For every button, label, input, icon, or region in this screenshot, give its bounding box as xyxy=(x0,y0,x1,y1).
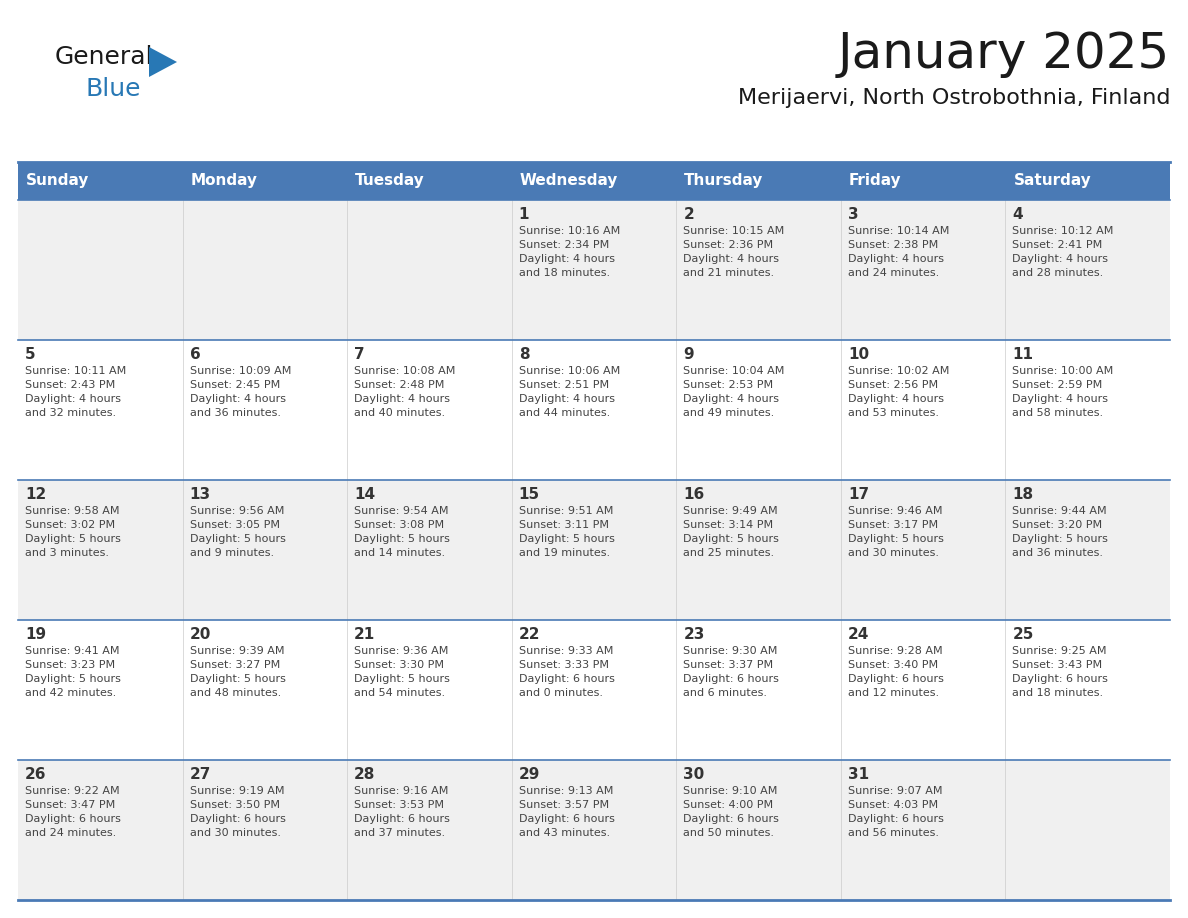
Text: 21: 21 xyxy=(354,627,375,642)
Text: Sunrise: 9:46 AM
Sunset: 3:17 PM
Daylight: 5 hours
and 30 minutes.: Sunrise: 9:46 AM Sunset: 3:17 PM Dayligh… xyxy=(848,506,943,558)
Text: Sunrise: 9:28 AM
Sunset: 3:40 PM
Daylight: 6 hours
and 12 minutes.: Sunrise: 9:28 AM Sunset: 3:40 PM Dayligh… xyxy=(848,646,943,698)
Text: 27: 27 xyxy=(190,767,211,782)
Text: Sunrise: 10:09 AM
Sunset: 2:45 PM
Daylight: 4 hours
and 36 minutes.: Sunrise: 10:09 AM Sunset: 2:45 PM Daylig… xyxy=(190,366,291,418)
Text: 30: 30 xyxy=(683,767,704,782)
Text: Tuesday: Tuesday xyxy=(355,174,425,188)
Bar xyxy=(18,620,1170,760)
Text: 16: 16 xyxy=(683,487,704,502)
Text: 8: 8 xyxy=(519,347,530,362)
Text: 11: 11 xyxy=(1012,347,1034,362)
Text: Sunrise: 9:25 AM
Sunset: 3:43 PM
Daylight: 6 hours
and 18 minutes.: Sunrise: 9:25 AM Sunset: 3:43 PM Dayligh… xyxy=(1012,646,1108,698)
Text: 5: 5 xyxy=(25,347,36,362)
Text: Sunrise: 10:04 AM
Sunset: 2:53 PM
Daylight: 4 hours
and 49 minutes.: Sunrise: 10:04 AM Sunset: 2:53 PM Daylig… xyxy=(683,366,784,418)
Text: Saturday: Saturday xyxy=(1013,174,1092,188)
Text: Sunrise: 9:10 AM
Sunset: 4:00 PM
Daylight: 6 hours
and 50 minutes.: Sunrise: 9:10 AM Sunset: 4:00 PM Dayligh… xyxy=(683,786,779,838)
Text: Sunrise: 9:54 AM
Sunset: 3:08 PM
Daylight: 5 hours
and 14 minutes.: Sunrise: 9:54 AM Sunset: 3:08 PM Dayligh… xyxy=(354,506,450,558)
Text: Sunrise: 9:30 AM
Sunset: 3:37 PM
Daylight: 6 hours
and 6 minutes.: Sunrise: 9:30 AM Sunset: 3:37 PM Dayligh… xyxy=(683,646,779,698)
Bar xyxy=(18,340,1170,480)
Text: Sunrise: 10:06 AM
Sunset: 2:51 PM
Daylight: 4 hours
and 44 minutes.: Sunrise: 10:06 AM Sunset: 2:51 PM Daylig… xyxy=(519,366,620,418)
Text: Sunrise: 10:11 AM
Sunset: 2:43 PM
Daylight: 4 hours
and 32 minutes.: Sunrise: 10:11 AM Sunset: 2:43 PM Daylig… xyxy=(25,366,126,418)
Text: 10: 10 xyxy=(848,347,868,362)
Text: Sunrise: 9:16 AM
Sunset: 3:53 PM
Daylight: 6 hours
and 37 minutes.: Sunrise: 9:16 AM Sunset: 3:53 PM Dayligh… xyxy=(354,786,450,838)
Text: Sunrise: 9:41 AM
Sunset: 3:23 PM
Daylight: 5 hours
and 42 minutes.: Sunrise: 9:41 AM Sunset: 3:23 PM Dayligh… xyxy=(25,646,121,698)
Bar xyxy=(18,162,1170,200)
Text: 28: 28 xyxy=(354,767,375,782)
Text: 23: 23 xyxy=(683,627,704,642)
Text: 12: 12 xyxy=(25,487,46,502)
Text: Sunrise: 9:36 AM
Sunset: 3:30 PM
Daylight: 5 hours
and 54 minutes.: Sunrise: 9:36 AM Sunset: 3:30 PM Dayligh… xyxy=(354,646,450,698)
Polygon shape xyxy=(148,47,177,77)
Text: Sunrise: 9:49 AM
Sunset: 3:14 PM
Daylight: 5 hours
and 25 minutes.: Sunrise: 9:49 AM Sunset: 3:14 PM Dayligh… xyxy=(683,506,779,558)
Text: 9: 9 xyxy=(683,347,694,362)
Text: Sunrise: 9:13 AM
Sunset: 3:57 PM
Daylight: 6 hours
and 43 minutes.: Sunrise: 9:13 AM Sunset: 3:57 PM Dayligh… xyxy=(519,786,614,838)
Text: 14: 14 xyxy=(354,487,375,502)
Text: 6: 6 xyxy=(190,347,201,362)
Text: 26: 26 xyxy=(25,767,46,782)
Text: Sunrise: 10:08 AM
Sunset: 2:48 PM
Daylight: 4 hours
and 40 minutes.: Sunrise: 10:08 AM Sunset: 2:48 PM Daylig… xyxy=(354,366,455,418)
Text: Sunrise: 10:15 AM
Sunset: 2:36 PM
Daylight: 4 hours
and 21 minutes.: Sunrise: 10:15 AM Sunset: 2:36 PM Daylig… xyxy=(683,226,784,278)
Text: Sunday: Sunday xyxy=(26,174,89,188)
Text: Sunrise: 9:19 AM
Sunset: 3:50 PM
Daylight: 6 hours
and 30 minutes.: Sunrise: 9:19 AM Sunset: 3:50 PM Dayligh… xyxy=(190,786,285,838)
Text: Sunrise: 9:44 AM
Sunset: 3:20 PM
Daylight: 5 hours
and 36 minutes.: Sunrise: 9:44 AM Sunset: 3:20 PM Dayligh… xyxy=(1012,506,1108,558)
Bar xyxy=(18,480,1170,620)
Text: Sunrise: 9:58 AM
Sunset: 3:02 PM
Daylight: 5 hours
and 3 minutes.: Sunrise: 9:58 AM Sunset: 3:02 PM Dayligh… xyxy=(25,506,121,558)
Text: 29: 29 xyxy=(519,767,541,782)
Text: Sunrise: 9:39 AM
Sunset: 3:27 PM
Daylight: 5 hours
and 48 minutes.: Sunrise: 9:39 AM Sunset: 3:27 PM Dayligh… xyxy=(190,646,285,698)
Text: 25: 25 xyxy=(1012,627,1034,642)
Text: 17: 17 xyxy=(848,487,868,502)
Text: 31: 31 xyxy=(848,767,868,782)
Text: 20: 20 xyxy=(190,627,211,642)
Bar xyxy=(18,760,1170,900)
Text: Monday: Monday xyxy=(190,174,258,188)
Text: Sunrise: 9:56 AM
Sunset: 3:05 PM
Daylight: 5 hours
and 9 minutes.: Sunrise: 9:56 AM Sunset: 3:05 PM Dayligh… xyxy=(190,506,285,558)
Text: Sunrise: 9:51 AM
Sunset: 3:11 PM
Daylight: 5 hours
and 19 minutes.: Sunrise: 9:51 AM Sunset: 3:11 PM Dayligh… xyxy=(519,506,614,558)
Text: Sunrise: 10:00 AM
Sunset: 2:59 PM
Daylight: 4 hours
and 58 minutes.: Sunrise: 10:00 AM Sunset: 2:59 PM Daylig… xyxy=(1012,366,1113,418)
Text: 7: 7 xyxy=(354,347,365,362)
Text: 22: 22 xyxy=(519,627,541,642)
Text: Thursday: Thursday xyxy=(684,174,764,188)
Text: 3: 3 xyxy=(848,207,859,222)
Text: Merijaervi, North Ostrobothnia, Finland: Merijaervi, North Ostrobothnia, Finland xyxy=(738,88,1170,108)
Text: 2: 2 xyxy=(683,207,694,222)
Text: 19: 19 xyxy=(25,627,46,642)
Text: January 2025: January 2025 xyxy=(838,30,1170,78)
Text: 13: 13 xyxy=(190,487,210,502)
Text: Sunrise: 9:07 AM
Sunset: 4:03 PM
Daylight: 6 hours
and 56 minutes.: Sunrise: 9:07 AM Sunset: 4:03 PM Dayligh… xyxy=(848,786,943,838)
Text: Blue: Blue xyxy=(86,77,140,101)
Text: Sunrise: 9:22 AM
Sunset: 3:47 PM
Daylight: 6 hours
and 24 minutes.: Sunrise: 9:22 AM Sunset: 3:47 PM Dayligh… xyxy=(25,786,121,838)
Text: General: General xyxy=(55,45,153,69)
Text: 4: 4 xyxy=(1012,207,1023,222)
Text: 24: 24 xyxy=(848,627,870,642)
Text: Sunrise: 10:16 AM
Sunset: 2:34 PM
Daylight: 4 hours
and 18 minutes.: Sunrise: 10:16 AM Sunset: 2:34 PM Daylig… xyxy=(519,226,620,278)
Text: Wednesday: Wednesday xyxy=(519,174,618,188)
Text: 1: 1 xyxy=(519,207,529,222)
Text: 18: 18 xyxy=(1012,487,1034,502)
Text: Sunrise: 10:12 AM
Sunset: 2:41 PM
Daylight: 4 hours
and 28 minutes.: Sunrise: 10:12 AM Sunset: 2:41 PM Daylig… xyxy=(1012,226,1114,278)
Text: Sunrise: 9:33 AM
Sunset: 3:33 PM
Daylight: 6 hours
and 0 minutes.: Sunrise: 9:33 AM Sunset: 3:33 PM Dayligh… xyxy=(519,646,614,698)
Text: Sunrise: 10:14 AM
Sunset: 2:38 PM
Daylight: 4 hours
and 24 minutes.: Sunrise: 10:14 AM Sunset: 2:38 PM Daylig… xyxy=(848,226,949,278)
Bar xyxy=(18,200,1170,340)
Text: Friday: Friday xyxy=(849,174,902,188)
Text: Sunrise: 10:02 AM
Sunset: 2:56 PM
Daylight: 4 hours
and 53 minutes.: Sunrise: 10:02 AM Sunset: 2:56 PM Daylig… xyxy=(848,366,949,418)
Text: 15: 15 xyxy=(519,487,539,502)
